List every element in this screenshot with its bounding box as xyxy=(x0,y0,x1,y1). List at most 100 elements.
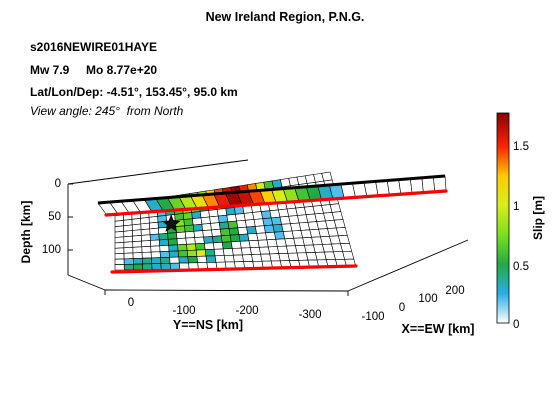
slip-patch xyxy=(114,230,125,238)
slip-patch xyxy=(160,256,171,264)
colorbar-tick-label: 1.5 xyxy=(513,141,529,153)
ns-tick-label: -100 xyxy=(172,305,195,317)
slip-patch xyxy=(333,219,346,229)
slip-patch xyxy=(194,236,205,245)
slip-patch xyxy=(338,234,350,245)
slip-patch xyxy=(183,218,194,227)
depth-axis: 0 50 100 Depth [km] xyxy=(19,178,61,263)
slip-patch xyxy=(227,220,239,229)
slip-patch xyxy=(140,222,151,231)
slip-patch xyxy=(335,227,348,237)
ns-tick-label: -300 xyxy=(298,309,321,321)
ns-axis-label: Y==NS [km] xyxy=(173,318,243,332)
slip-patch xyxy=(204,248,216,257)
slip-patch xyxy=(196,255,208,264)
slip-patch xyxy=(160,262,171,270)
slip-patch xyxy=(242,254,254,262)
axis-line xyxy=(67,274,106,291)
slip-patch xyxy=(132,235,142,243)
slip-patch xyxy=(269,253,281,262)
depth-tick-label: 50 xyxy=(48,211,61,223)
slip-patch xyxy=(123,230,133,238)
ns-tick-label: 0 xyxy=(128,297,134,309)
slip-patch xyxy=(246,226,257,235)
slip-patch xyxy=(199,210,210,219)
slip-patch xyxy=(123,263,134,271)
slip-patch xyxy=(184,224,195,233)
slip-patch xyxy=(149,233,160,241)
axis-line xyxy=(67,159,249,185)
slip-patch xyxy=(123,241,134,249)
slip-patch xyxy=(114,241,125,249)
slip-patch xyxy=(222,248,234,256)
magnitude-line: Mw 7.9 Mo 8.77e+20 xyxy=(30,63,157,77)
slip-patch xyxy=(185,237,196,245)
slip-patch xyxy=(186,249,198,258)
slip-patch xyxy=(123,252,134,260)
slip-patch xyxy=(192,217,203,226)
colorbar-gradient xyxy=(496,112,510,324)
slip-patch xyxy=(150,251,161,259)
hypocenter-star xyxy=(161,214,181,232)
slip-patch xyxy=(177,243,188,252)
slip-patch xyxy=(178,262,190,270)
slip-patch xyxy=(342,250,355,260)
slip-patch xyxy=(114,236,125,244)
slip-patch xyxy=(260,253,272,262)
slip-patch xyxy=(151,257,162,265)
slip-patch xyxy=(208,209,219,218)
slip-patch xyxy=(340,242,353,252)
slip-patch xyxy=(244,219,256,228)
view-angle-line: View angle: 245° from North xyxy=(30,104,184,118)
slip-patch xyxy=(188,262,199,270)
slip-patch xyxy=(141,240,152,248)
slip-patch xyxy=(201,223,212,231)
slip-patch xyxy=(169,256,180,264)
slip-patch xyxy=(187,256,199,264)
slip-patch xyxy=(141,251,152,259)
depth-axis-label: Depth [km] xyxy=(19,201,33,264)
slip-patch xyxy=(197,262,209,270)
slip-patch xyxy=(237,226,249,235)
slip-patch xyxy=(209,215,220,224)
slip-patch xyxy=(331,211,344,221)
fault-traces xyxy=(104,189,448,274)
slip-patch xyxy=(168,250,180,258)
slip-patch xyxy=(114,252,125,260)
colorbar-tick-label: 1 xyxy=(513,201,519,213)
slip-patch xyxy=(168,244,179,252)
slip-patch xyxy=(176,231,187,240)
slip-patch xyxy=(253,218,265,227)
slip-patch xyxy=(329,203,342,213)
slip-patch xyxy=(133,263,144,271)
slip-patch xyxy=(236,219,247,229)
slip-patch xyxy=(228,227,240,236)
colorbar-tick-label: 0 xyxy=(513,319,519,331)
slip-patch xyxy=(203,236,214,244)
slip-patch xyxy=(140,228,151,236)
ns-tick-label: -200 xyxy=(235,305,258,317)
slip-patch xyxy=(211,228,222,237)
slip-patch xyxy=(167,232,178,240)
colorbar-label: Slip [m] xyxy=(531,196,545,240)
depth-tick-label: 100 xyxy=(42,244,61,256)
slip-patch xyxy=(276,245,289,254)
slip-patch xyxy=(193,230,204,238)
fault-trace xyxy=(110,264,358,274)
slip-patch xyxy=(123,258,134,265)
ew-axis-label: X==EW [km] xyxy=(402,322,475,336)
slip-patch xyxy=(235,213,246,222)
ew-tick-label: 0 xyxy=(399,302,405,314)
slip-patch xyxy=(212,235,223,244)
slip-patch xyxy=(176,237,187,246)
slip-patch xyxy=(217,214,229,223)
slip-patch xyxy=(132,229,142,237)
slip-patch xyxy=(132,240,143,248)
slip-patch xyxy=(210,222,221,231)
axis-line xyxy=(104,289,349,292)
slip-patch xyxy=(114,264,125,271)
slip-patch xyxy=(220,234,232,243)
slip-patch xyxy=(212,241,224,250)
